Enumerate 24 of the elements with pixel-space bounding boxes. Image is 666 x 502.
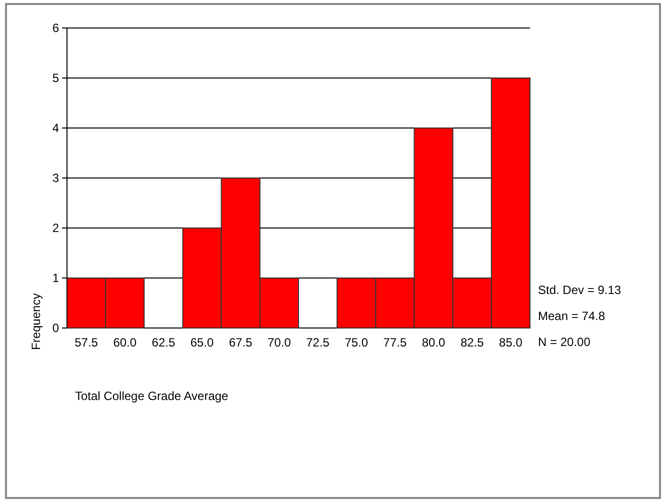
y-tick-label: 6 — [52, 20, 60, 35]
x-tick-label: 82.5 — [460, 336, 484, 350]
text: N = 20.00 — [538, 335, 591, 349]
x-tick-label: 80.0 — [422, 336, 446, 350]
text: Std. Dev = 9.13 — [538, 283, 622, 297]
y-tick-label: 3 — [52, 170, 60, 185]
x-tick-label: 65.0 — [190, 336, 214, 350]
y-axis-title: Frequency — [29, 293, 43, 350]
y-tick-label: 2 — [52, 220, 60, 235]
x-tick-label: 62.5 — [152, 336, 176, 350]
x-tick-label: 67.5 — [228, 336, 253, 350]
y-tick-label: 5 — [52, 70, 60, 85]
x-tick-label: 57.5 — [74, 336, 98, 350]
x-tick-label: 70.0 — [268, 336, 292, 350]
x-tick-label: 77.5 — [383, 336, 407, 350]
text: Mean = 74.8 — [538, 309, 606, 323]
x-axis-title: Total College Grade Average — [75, 389, 229, 403]
x-tick-label: 75.0 — [344, 336, 368, 350]
x-tick-label: 85.0 — [499, 336, 523, 350]
y-tick-label: 0 — [52, 320, 60, 335]
x-tick-label: 60.0 — [113, 336, 137, 350]
y-tick-label: 4 — [52, 120, 60, 135]
y-tick-label: 1 — [52, 270, 60, 285]
x-tick-label: 72.5 — [306, 336, 330, 350]
